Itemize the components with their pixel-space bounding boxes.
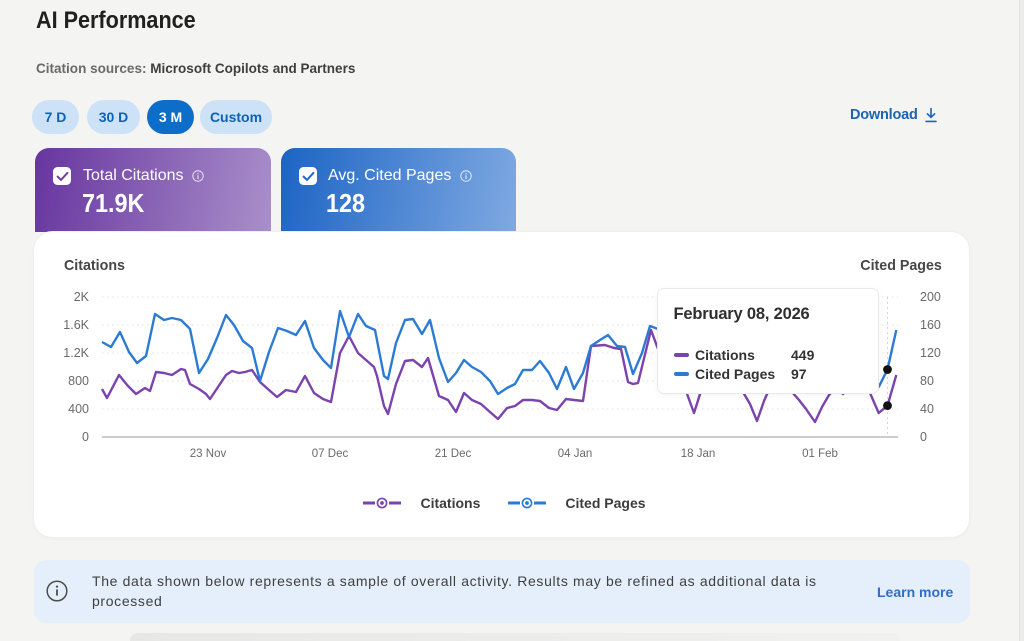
svg-text:400: 400 — [68, 402, 89, 416]
svg-text:40: 40 — [920, 402, 934, 416]
svg-text:21 Dec: 21 Dec — [435, 448, 472, 460]
svg-text:160: 160 — [920, 318, 941, 332]
svg-text:23 Nov: 23 Nov — [190, 448, 227, 460]
svg-text:0: 0 — [920, 430, 927, 444]
svg-text:120: 120 — [920, 346, 941, 360]
svg-text:18 Jan: 18 Jan — [681, 448, 716, 460]
svg-text:200: 200 — [920, 290, 941, 304]
svg-text:04 Jan: 04 Jan — [558, 448, 593, 460]
svg-text:1.6K: 1.6K — [63, 318, 89, 332]
svg-text:80: 80 — [920, 374, 934, 388]
svg-text:0: 0 — [82, 430, 89, 444]
svg-text:07 Dec: 07 Dec — [312, 448, 349, 460]
svg-text:1.2K: 1.2K — [63, 346, 89, 360]
svg-text:800: 800 — [68, 374, 89, 388]
svg-text:01 Feb: 01 Feb — [802, 448, 838, 460]
svg-text:2K: 2K — [74, 290, 90, 304]
